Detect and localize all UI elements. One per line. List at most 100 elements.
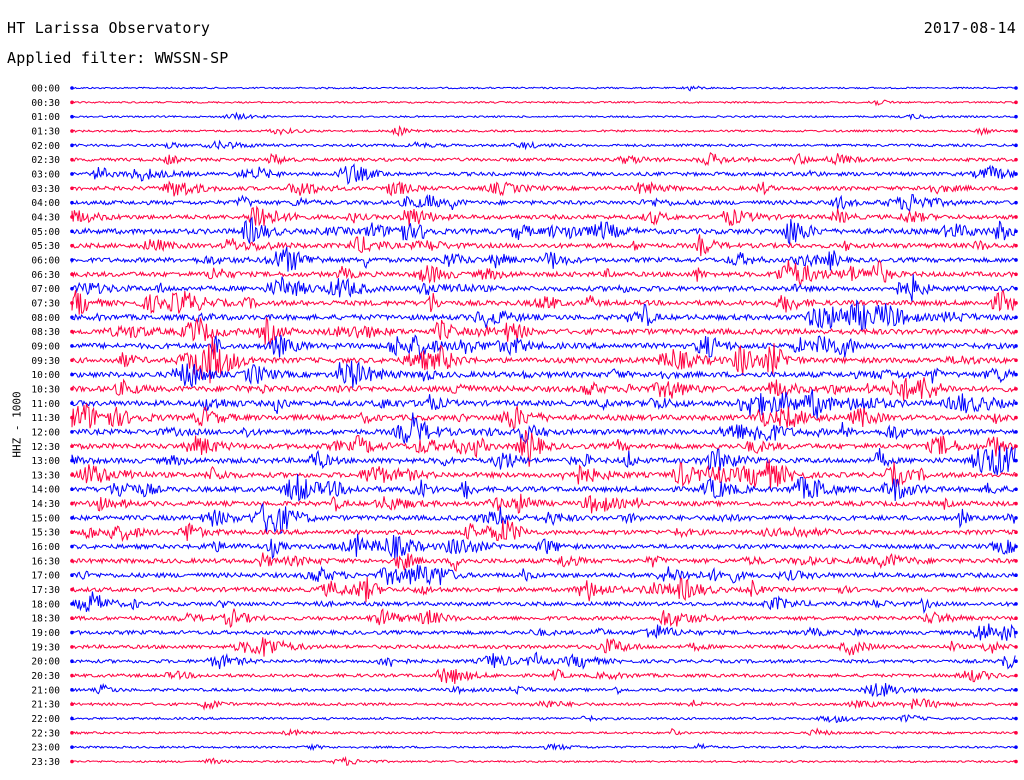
trace-line bbox=[71, 552, 1016, 572]
trace-end-marker bbox=[70, 530, 74, 535]
trace-end-marker bbox=[70, 645, 74, 649]
trace-end-marker bbox=[1014, 702, 1018, 706]
row-time-label: 17:00 bbox=[31, 571, 60, 582]
trace-end-marker bbox=[1014, 573, 1018, 578]
trace-end-marker bbox=[1014, 358, 1018, 363]
trace-line bbox=[71, 163, 1016, 186]
trace-end-marker bbox=[1014, 473, 1018, 477]
row-time-label: 02:30 bbox=[31, 155, 60, 166]
trace-line bbox=[71, 336, 1016, 384]
trace-end-marker bbox=[1014, 157, 1018, 162]
row-time-label: 20:30 bbox=[31, 671, 60, 682]
record-date: 2017-08-14 bbox=[923, 19, 1016, 37]
trace-end-marker bbox=[1014, 186, 1018, 191]
trace-end-marker bbox=[1014, 587, 1018, 592]
trace-end-marker bbox=[70, 215, 74, 219]
trace-end-marker bbox=[1014, 745, 1018, 749]
row-time-label: 08:00 bbox=[31, 313, 60, 324]
row-time-label: 07:00 bbox=[31, 284, 60, 295]
trace-line bbox=[71, 234, 1016, 257]
trace-end-marker bbox=[70, 372, 74, 377]
row-time-label: 10:30 bbox=[31, 384, 60, 395]
row-time-label: 12:30 bbox=[31, 442, 60, 453]
trace-end-marker bbox=[70, 573, 74, 578]
trace-end-marker bbox=[70, 544, 74, 549]
trace-end-marker bbox=[1014, 645, 1018, 649]
row-time-label: 06:30 bbox=[31, 270, 60, 281]
row-time-label: 23:30 bbox=[31, 757, 60, 768]
trace-line bbox=[71, 389, 1016, 419]
trace-end-marker bbox=[1014, 673, 1018, 678]
trace-line bbox=[71, 623, 1016, 641]
trace-end-marker bbox=[70, 258, 74, 262]
trace-line bbox=[71, 85, 1016, 92]
trace-end-marker bbox=[1014, 114, 1018, 119]
trace-line bbox=[71, 430, 1016, 467]
row-time-label: 01:00 bbox=[31, 112, 60, 123]
trace-end-marker bbox=[70, 516, 74, 520]
trace-end-marker bbox=[70, 587, 74, 592]
row-time-label: 18:00 bbox=[31, 599, 60, 610]
row-time-label: 03:00 bbox=[31, 169, 60, 180]
trace-end-marker bbox=[1014, 487, 1018, 492]
trace-line bbox=[71, 259, 1016, 286]
row-time-label: 21:30 bbox=[31, 700, 60, 711]
trace-end-marker bbox=[1014, 516, 1018, 520]
trace-end-marker bbox=[1014, 243, 1018, 248]
trace-end-marker bbox=[70, 745, 74, 749]
trace-end-marker bbox=[70, 243, 74, 248]
trace-end-marker bbox=[1014, 100, 1018, 105]
trace-line bbox=[71, 459, 1016, 491]
row-time-label: 19:00 bbox=[31, 628, 60, 639]
trace-end-marker bbox=[70, 702, 74, 706]
trace-end-marker bbox=[70, 143, 74, 148]
trace-end-marker bbox=[70, 501, 74, 506]
row-time-label: 20:00 bbox=[31, 657, 60, 668]
trace-line bbox=[71, 111, 1016, 121]
row-time-label: 08:30 bbox=[31, 327, 60, 338]
trace-end-marker bbox=[1014, 458, 1018, 463]
trace-line bbox=[71, 473, 1016, 502]
trace-end-marker bbox=[70, 172, 74, 176]
trace-line bbox=[71, 577, 1016, 603]
trace-end-marker bbox=[1014, 301, 1018, 305]
row-time-label: 22:30 bbox=[31, 728, 60, 739]
trace-line bbox=[71, 668, 1016, 685]
trace-line bbox=[71, 403, 1016, 430]
trace-line bbox=[71, 289, 1016, 315]
trace-line bbox=[71, 299, 1016, 332]
trace-line bbox=[71, 502, 1016, 535]
trace-end-marker bbox=[70, 759, 74, 764]
trace-line bbox=[71, 274, 1016, 302]
trace-line bbox=[71, 682, 1016, 698]
row-time-label: 03:30 bbox=[31, 184, 60, 195]
row-time-label: 17:30 bbox=[31, 585, 60, 596]
trace-line bbox=[71, 315, 1016, 346]
trace-line bbox=[71, 216, 1016, 246]
trace-end-marker bbox=[1014, 688, 1018, 692]
trace-end-marker bbox=[1014, 286, 1018, 291]
row-time-label: 12:00 bbox=[31, 427, 60, 438]
trace-end-marker bbox=[1014, 602, 1018, 606]
row-time-label: 10:00 bbox=[31, 370, 60, 381]
trace-line bbox=[71, 445, 1016, 476]
trace-line bbox=[71, 334, 1016, 360]
trace-end-marker bbox=[1014, 415, 1018, 420]
trace-line bbox=[71, 205, 1016, 227]
trace-line bbox=[71, 697, 1016, 711]
row-time-label: 15:30 bbox=[31, 528, 60, 539]
trace-line bbox=[71, 246, 1016, 272]
trace-end-marker bbox=[70, 329, 74, 334]
trace-end-marker bbox=[1014, 387, 1018, 391]
trace-end-marker bbox=[70, 716, 74, 721]
trace-line bbox=[71, 608, 1016, 628]
trace-end-marker bbox=[70, 301, 74, 305]
row-time-label: 01:30 bbox=[31, 126, 60, 137]
trace-end-marker bbox=[1014, 401, 1018, 406]
row-time-label: 06:00 bbox=[31, 255, 60, 266]
trace-line bbox=[71, 727, 1016, 737]
trace-end-marker bbox=[1014, 172, 1018, 176]
trace-line bbox=[71, 755, 1016, 766]
row-time-label: 05:30 bbox=[31, 241, 60, 252]
